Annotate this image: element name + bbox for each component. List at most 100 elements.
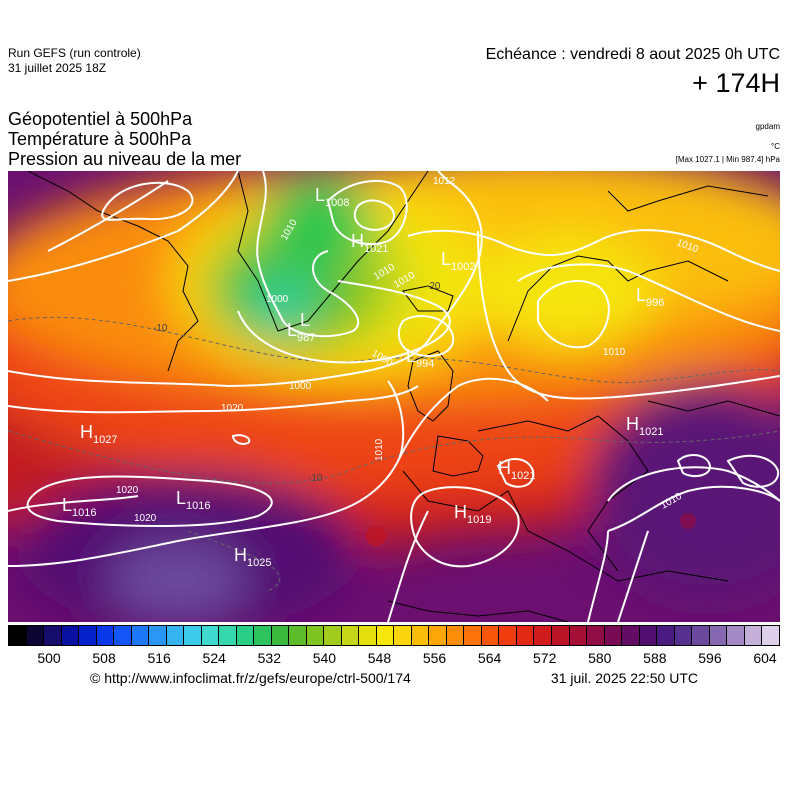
isobar-label: 1010 (374, 438, 385, 461)
colorbar-swatch (149, 626, 167, 645)
source-credit: © http://www.infoclimat.fr/z/gefs/europe… (90, 670, 411, 686)
colorbar-tick-label: 500 (37, 650, 61, 666)
colorbar-swatch (464, 626, 482, 645)
temperature-label: -20 (426, 281, 441, 292)
run-title: Run GEFS (run controle) (8, 46, 141, 60)
colorbar-tick-label: 564 (477, 650, 502, 666)
colorbar-tick-label: 572 (533, 650, 557, 666)
colorbar-swatch (692, 626, 710, 645)
colorbar-swatch (639, 626, 658, 645)
colorbar-tick-label: 524 (202, 650, 226, 666)
colorbar-swatch (236, 626, 255, 645)
isobar-label: 1000 (289, 381, 312, 392)
isobar-label: 1012 (433, 176, 456, 187)
colorbar-swatch (26, 626, 45, 645)
pressure-system-high: H1021 (626, 414, 663, 438)
colorbar-swatch (376, 626, 395, 645)
pressure-system-low: L987 (287, 320, 315, 344)
colorbar-swatch (727, 626, 745, 645)
colorbar-swatch (429, 626, 447, 645)
isobar-label: 1010 (603, 347, 626, 358)
colorbar-swatch (446, 626, 465, 645)
colorbar-swatch (271, 626, 290, 645)
pressure-system-high: H1019 (454, 502, 491, 526)
colorbar-swatch (254, 626, 272, 645)
colorbar-swatch (201, 626, 220, 645)
colorbar-swatch (394, 626, 412, 645)
colorbar-swatch (481, 626, 500, 645)
pressure-system-high: H1021 (351, 231, 388, 255)
colorbar-swatch (709, 626, 728, 645)
colorbar-tick-label: 508 (92, 650, 116, 666)
colorbar-ticks: 500 508 516 524 532 540 548 556 564 572 580 588 596 6… (0, 650, 788, 666)
colorbar-tick-label: 532 (257, 650, 281, 666)
colorbar-swatch (657, 626, 675, 645)
colorbar-swatch (114, 626, 132, 645)
pressure-system-high: H1027 (80, 422, 117, 446)
lead-time: + 174H (692, 68, 780, 98)
pressure-max-min: [Max 1027.1 | Min 987.4] hPa (675, 155, 780, 164)
colorbar-swatch (569, 626, 588, 645)
colorbar-swatch (516, 626, 535, 645)
colorbar-swatch (604, 626, 623, 645)
colorbar-swatch (359, 626, 377, 645)
colorbar-tick-label: 548 (367, 650, 392, 666)
generation-timestamp: 31 juil. 2025 22:50 UTC (550, 670, 698, 686)
isobar-label: 1020 (134, 513, 157, 524)
pressure-system-low: L1008 (315, 185, 350, 209)
colorbar (8, 625, 780, 646)
parameter-temperature: Température à 500hPa (8, 129, 192, 149)
pressure-system-low: L1016 (62, 495, 97, 519)
pressure-system-low: L (300, 310, 310, 330)
isobar-label: 1000 (266, 294, 289, 305)
colorbar-swatch (184, 626, 202, 645)
colorbar-swatch (622, 626, 640, 645)
colorbar-swatch (551, 626, 570, 645)
temperature-isolines (8, 317, 780, 592)
temperature-label: -10 (153, 323, 168, 334)
colorbar-swatch (674, 626, 693, 645)
geopotential-field (8, 171, 780, 622)
colorbar-swatch (166, 626, 185, 645)
colorbar-tick-label: 604 (753, 650, 777, 666)
isobars (8, 171, 780, 622)
colorbar-swatch (9, 626, 27, 645)
colorbar-tick-label: 516 (147, 650, 171, 666)
isobar-label: 1020 (116, 485, 139, 496)
pressure-system-high: H1021 (498, 458, 535, 482)
pressure-system-low: L1002 (441, 249, 476, 273)
colorbar-swatch (79, 626, 97, 645)
colorbar-swatch (44, 626, 62, 645)
pressure-system-high: H1025 (234, 545, 271, 569)
colorbar-swatch (411, 626, 430, 645)
colorbar-tick-label: 556 (422, 650, 447, 666)
colorbar-swatch (534, 626, 552, 645)
temperature-labels: -20 -10 -10 (153, 281, 441, 484)
colorbar-tick-label: 596 (698, 650, 722, 666)
colorbar-tick-label: 540 (312, 650, 337, 666)
colorbar-swatch (219, 626, 237, 645)
unit-temperature: °C (771, 142, 780, 151)
colorbar-swatch (762, 626, 779, 645)
colorbar-swatch (744, 626, 763, 645)
parameter-geopotential: Géopotentiel à 500hPa (8, 109, 193, 129)
colorbar-swatch (61, 626, 80, 645)
colorbar-tick-label: 588 (643, 650, 667, 666)
weather-map: L1008 H1021 L1002 L996 L987 L994 H1027 H1021 H10… (8, 171, 780, 622)
forecast-valid-time: Echéance : vendredi 8 aout 2025 0h UTC (485, 46, 780, 63)
pressure-system-low: L1016 (176, 488, 211, 512)
colorbar-swatch (131, 626, 150, 645)
colorbar-swatch (96, 626, 115, 645)
colorbar-swatch (306, 626, 325, 645)
pressure-system-low: L994 (406, 346, 434, 370)
colorbar-swatch (499, 626, 517, 645)
unit-geopotential: gpdam (755, 122, 780, 131)
run-date: 31 juillet 2025 18Z (8, 61, 107, 75)
colorbar-swatch (324, 626, 342, 645)
temperature-label: -10 (308, 473, 323, 484)
colorbar-swatch (587, 626, 605, 645)
colorbar-tick-label: 580 (588, 650, 612, 666)
isobar-label: 1020 (221, 403, 244, 414)
parameter-pressure: Pression au niveau de la mer (8, 149, 242, 169)
